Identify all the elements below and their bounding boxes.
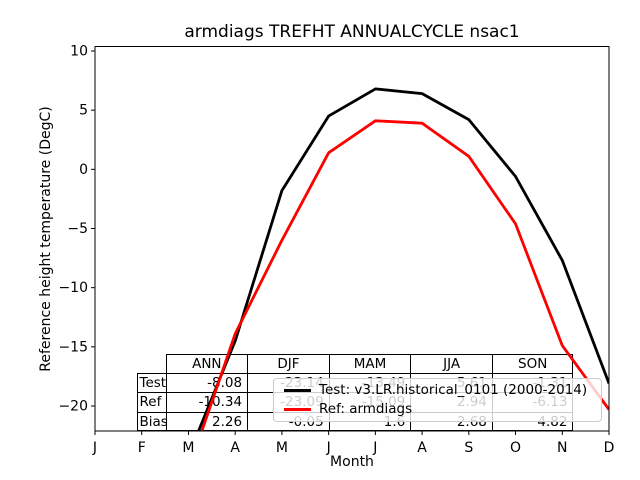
legend-item: Ref: armdiags <box>284 401 601 418</box>
legend-label: Test: v3.LR.historical_0101 (2000-2014) <box>319 382 588 398</box>
stats-table-header-ann: ANN <box>165 353 248 373</box>
stats-table-rowlabel-test: Test <box>136 372 166 393</box>
y-tick-label: −5 <box>67 221 88 237</box>
stats-table-cell: 2.26 <box>165 411 248 432</box>
y-tick-label: 10 <box>70 44 88 60</box>
test-legend-swatch <box>284 389 311 392</box>
ref-legend-swatch <box>284 408 311 411</box>
y-tick-label: −20 <box>58 398 88 414</box>
stats-table-rowlabel-ref: Ref <box>136 392 166 412</box>
x-axis-label: Month <box>330 454 374 470</box>
y-tick-label: 5 <box>79 103 88 119</box>
stats-table-header-djf: DJF <box>247 353 329 373</box>
y-tick-label: 0 <box>79 162 88 178</box>
stats-table-header-son: SON <box>491 353 574 373</box>
stats-table-cell: -10.34 <box>165 392 248 412</box>
stats-table-header-jja: JJA <box>410 353 492 373</box>
y-tick-label: −15 <box>58 339 88 355</box>
legend-label: Ref: armdiags <box>319 401 413 417</box>
chart-legend: Test: v3.LR.historical_0101 (2000-2014) R… <box>273 378 602 422</box>
stats-table-rowlabel-bias: Bias <box>136 411 166 432</box>
y-axis-label: Reference height temperature (DegC) <box>38 106 54 372</box>
chart-title: armdiags TREFHT ANNUALCYCLE nsac1 <box>184 22 520 42</box>
legend-item: Test: v3.LR.historical_0101 (2000-2014) <box>284 382 601 399</box>
stats-table-cell: -8.08 <box>165 372 248 393</box>
y-tick-label: −10 <box>58 280 88 296</box>
stats-table-header-mam: MAM <box>328 353 411 373</box>
